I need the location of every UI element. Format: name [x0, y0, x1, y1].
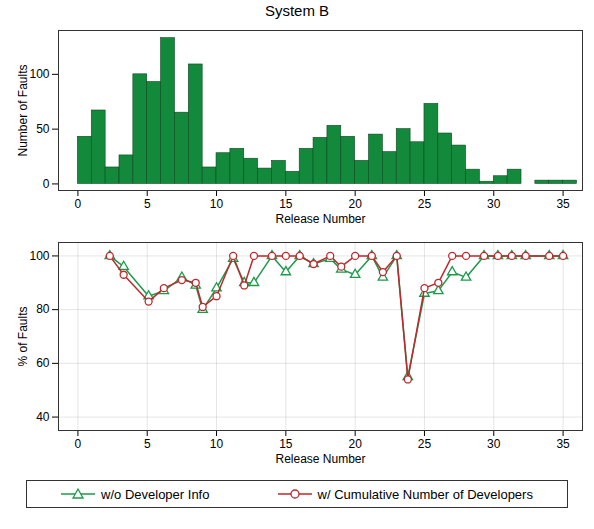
svg-text:25: 25: [418, 197, 432, 211]
svg-text:20: 20: [348, 197, 362, 211]
svg-text:5: 5: [144, 197, 151, 211]
svg-text:0: 0: [43, 177, 50, 191]
svg-text:0: 0: [75, 437, 82, 451]
svg-text:0: 0: [75, 197, 82, 211]
svg-text:10: 10: [210, 197, 224, 211]
html-text:w/o Developer Info: w/o Developer Info: [101, 486, 210, 502]
svg-text:% of Faults: % of Faults: [16, 306, 30, 366]
svg-text:35: 35: [556, 197, 570, 211]
svg-text:30: 30: [487, 437, 501, 451]
svg-text:25: 25: [418, 437, 432, 451]
svg-text:40: 40: [36, 410, 50, 424]
svg-text:Release Number: Release Number: [275, 452, 365, 466]
svg-text:100: 100: [29, 67, 49, 81]
svg-text:Number of Faults: Number of Faults: [16, 64, 30, 156]
svg-text:15: 15: [279, 437, 293, 451]
html-text:System B: System B: [264, 2, 330, 19]
svg-text:60: 60: [36, 356, 50, 370]
svg-text:15: 15: [279, 197, 293, 211]
svg-text:10: 10: [210, 437, 224, 451]
svg-text:50: 50: [36, 122, 50, 136]
svg-text:35: 35: [556, 437, 570, 451]
svg-text:30: 30: [487, 197, 501, 211]
svg-text:Release Number: Release Number: [275, 212, 365, 226]
svg-text:20: 20: [348, 437, 362, 451]
html-text:w/ Cumulative Number of Develo: w/ Cumulative Number of Developers: [317, 486, 533, 502]
svg-text:100: 100: [29, 249, 49, 263]
svg-text:80: 80: [36, 302, 50, 316]
svg-text:5: 5: [144, 437, 151, 451]
